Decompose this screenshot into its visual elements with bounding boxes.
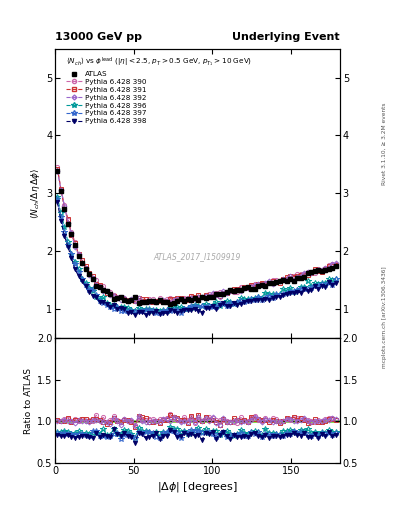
Text: 13000 GeV pp: 13000 GeV pp <box>55 32 142 42</box>
Text: Underlying Event: Underlying Event <box>232 32 340 42</box>
Y-axis label: Ratio to ATLAS: Ratio to ATLAS <box>24 368 33 434</box>
Text: ATLAS_2017_I1509919: ATLAS_2017_I1509919 <box>154 252 241 261</box>
Text: mcplots.cern.ch [arXiv:1306.3436]: mcplots.cern.ch [arXiv:1306.3436] <box>382 267 387 368</box>
Text: $\langle N_{ch}\rangle$ vs $\phi^{\rm lead}$ ($|\eta|<2.5$, $p_T>0.5$ GeV, $p_{T: $\langle N_{ch}\rangle$ vs $\phi^{\rm le… <box>66 56 253 69</box>
X-axis label: $|\Delta\phi|$ [degrees]: $|\Delta\phi|$ [degrees] <box>157 480 238 494</box>
Text: Rivet 3.1.10, ≥ 3.2M events: Rivet 3.1.10, ≥ 3.2M events <box>382 102 387 185</box>
Y-axis label: $\langle N_{ch}/\Delta\eta\,\Delta\phi\rangle$: $\langle N_{ch}/\Delta\eta\,\Delta\phi\r… <box>29 167 42 219</box>
Legend: ATLAS, Pythia 6.428 390, Pythia 6.428 391, Pythia 6.428 392, Pythia 6.428 396, P: ATLAS, Pythia 6.428 390, Pythia 6.428 39… <box>64 70 148 126</box>
